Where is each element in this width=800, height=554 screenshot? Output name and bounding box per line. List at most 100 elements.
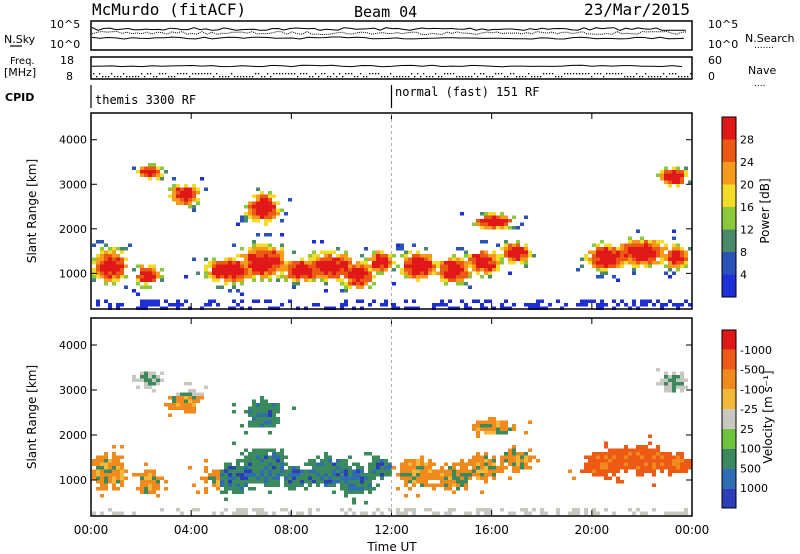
- velocity-cell: [100, 483, 104, 487]
- velocity-cell: [152, 490, 156, 494]
- power-cell: [628, 261, 632, 265]
- velocity-cell: [212, 511, 216, 515]
- velocity-cell: [264, 469, 268, 473]
- power-cell: [184, 275, 188, 279]
- velocity-cell: [264, 399, 268, 403]
- power-cell: [304, 268, 308, 272]
- velocity-cell: [504, 420, 508, 424]
- velocity-cell: [436, 473, 440, 477]
- velocity-cell: [476, 424, 480, 428]
- power-cell: [184, 201, 188, 205]
- power-cell: [280, 254, 284, 258]
- nave-dot: [648, 76, 650, 78]
- power-cell: [100, 264, 104, 268]
- power-cell: [620, 247, 624, 251]
- power-cell: [508, 247, 512, 251]
- nave-dot: [279, 73, 281, 75]
- power-cell: [376, 261, 380, 265]
- velocity-cell: [316, 466, 320, 470]
- colorbar-frame: [721, 329, 737, 509]
- velocity-cell: [96, 480, 100, 484]
- power-cell: [512, 261, 516, 265]
- velocity-cell: [604, 466, 608, 470]
- power-cell: [380, 268, 384, 272]
- velocity-cell: [260, 511, 264, 515]
- power-cell: [656, 250, 660, 254]
- velocity-cell: [368, 452, 372, 456]
- velocity-cell: [524, 462, 528, 466]
- nsky-trace-secondary: [91, 36, 685, 40]
- power-cell: [372, 282, 376, 286]
- velocity-cell: [592, 455, 596, 459]
- power-cell: [236, 275, 240, 279]
- y-tick-label: 2000: [59, 223, 87, 236]
- nave-dot: [300, 73, 302, 75]
- power-cell: [172, 184, 176, 188]
- power-cell: [604, 243, 608, 247]
- power-cell: [152, 303, 156, 307]
- power-cell: [636, 229, 640, 233]
- velocity-cell: [360, 476, 364, 480]
- power-cell: [668, 275, 672, 279]
- velocity-cell: [184, 396, 188, 400]
- velocity-cell: [292, 476, 296, 480]
- velocity-cell: [628, 452, 632, 456]
- power-cell: [644, 240, 648, 244]
- power-cell: [612, 275, 616, 279]
- velocity-cell: [484, 455, 488, 459]
- power-cell: [320, 278, 324, 282]
- power-cell: [252, 247, 256, 251]
- power-cell: [628, 236, 632, 240]
- velocity-cell: [476, 452, 480, 456]
- velocity-cell: [276, 459, 280, 463]
- velocity-cell: [592, 508, 596, 512]
- power-cell: [304, 261, 308, 265]
- velocity-cell: [224, 469, 228, 473]
- velocity-cell: [428, 508, 432, 512]
- velocity-cell: [104, 473, 108, 477]
- power-cell: [252, 240, 256, 244]
- power-cell: [672, 229, 676, 233]
- power-cell: [652, 247, 656, 251]
- velocity-cell: [520, 459, 524, 463]
- nave-dot: [96, 76, 98, 78]
- velocity-cell: [328, 455, 332, 459]
- power-cell: [304, 275, 308, 279]
- cpid-label: CPID: [5, 91, 34, 104]
- power-colorbar-label: Power [dB]: [758, 178, 772, 243]
- velocity-cell: [280, 448, 284, 452]
- velocity-cell: [96, 487, 100, 491]
- velocity-cell: [368, 490, 372, 494]
- velocity-cell: [284, 473, 288, 477]
- velocity-cell: [256, 511, 260, 515]
- power-cell: [320, 271, 324, 275]
- power-cell: [524, 257, 528, 261]
- velocity-cell: [260, 473, 264, 477]
- power-cell: [188, 194, 192, 198]
- colorbar-tick-label: 1000: [740, 482, 768, 495]
- nave-dot: [201, 73, 203, 75]
- power-cell: [340, 264, 344, 268]
- velocity-cell: [344, 511, 348, 515]
- velocity-cell: [300, 469, 304, 473]
- power-cell: [320, 257, 324, 261]
- power-cell: [540, 299, 544, 303]
- velocity-cell: [236, 508, 240, 512]
- nave-dot: [498, 73, 500, 75]
- velocity-cell: [376, 466, 380, 470]
- power-cell: [264, 212, 268, 216]
- power-cell: [108, 257, 112, 261]
- velocity-cell: [600, 473, 604, 477]
- nave-dot: [162, 73, 164, 75]
- power-cell: [516, 250, 520, 254]
- velocity-cell: [412, 476, 416, 480]
- velocity-cell: [484, 476, 488, 480]
- velocity-cell: [172, 396, 176, 400]
- velocity-cell: [536, 459, 540, 463]
- power-cell: [212, 257, 216, 261]
- velocity-cell: [644, 459, 648, 463]
- velocity-cell: [516, 452, 520, 456]
- nave-dot: [348, 73, 350, 75]
- power-cell: [344, 299, 348, 303]
- power-cell: [608, 257, 612, 261]
